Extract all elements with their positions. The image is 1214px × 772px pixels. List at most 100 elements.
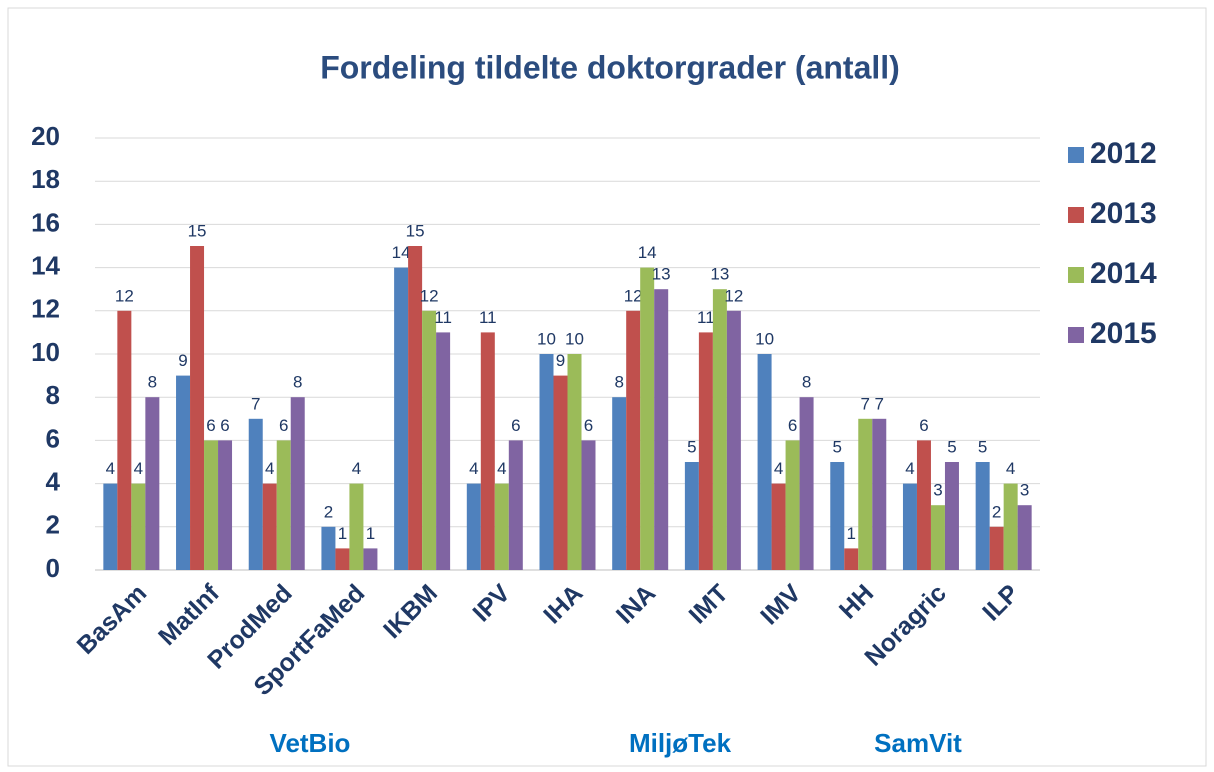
data-label: 13 — [652, 265, 671, 284]
data-label: 12 — [624, 286, 643, 305]
bar — [1003, 483, 1018, 570]
bar — [799, 397, 814, 570]
legend-swatch — [1068, 147, 1084, 163]
data-label: 6 — [584, 416, 593, 435]
group-label: SamVit — [874, 728, 962, 758]
bar — [349, 483, 364, 570]
data-label: 3 — [933, 481, 942, 500]
bar — [553, 375, 568, 570]
bar — [757, 354, 772, 570]
data-label: 4 — [265, 459, 274, 478]
data-label: 6 — [279, 416, 288, 435]
bar — [436, 332, 451, 570]
bar — [190, 246, 205, 570]
bar — [698, 332, 713, 570]
bar — [771, 483, 786, 570]
y-tick-label: 10 — [31, 337, 60, 367]
chart-title: Fordeling tildelte doktorgrader (antall) — [320, 49, 900, 85]
data-label: 4 — [352, 459, 361, 478]
data-label: 8 — [293, 373, 302, 392]
data-label: 8 — [614, 373, 623, 392]
data-label: 6 — [919, 416, 928, 435]
data-label: 5 — [947, 437, 956, 456]
bar — [508, 440, 523, 570]
data-label: 5 — [978, 437, 987, 456]
data-label: 6 — [220, 416, 229, 435]
group-label: MiljøTek — [629, 728, 732, 758]
y-tick-label: 16 — [31, 207, 60, 237]
bar — [654, 289, 669, 570]
legend-swatch — [1068, 207, 1084, 223]
data-label: 11 — [697, 308, 715, 327]
data-label: 11 — [479, 308, 497, 327]
bar — [176, 375, 191, 570]
legend-label: 2015 — [1090, 317, 1157, 350]
data-label: 4 — [774, 459, 783, 478]
data-label: 4 — [469, 459, 478, 478]
y-tick-label: 2 — [46, 510, 60, 540]
legend-label: 2012 — [1090, 137, 1157, 170]
bar — [117, 310, 132, 570]
bar — [944, 462, 959, 570]
y-tick-label: 18 — [31, 164, 60, 194]
data-label: 12 — [115, 286, 134, 305]
data-label: 7 — [861, 394, 870, 413]
legend-label: 2014 — [1090, 257, 1157, 290]
bar — [539, 354, 554, 570]
data-label: 11 — [434, 308, 452, 327]
y-tick-label: 8 — [46, 380, 60, 410]
bar — [204, 440, 219, 570]
bar — [640, 267, 655, 570]
data-label: 5 — [833, 437, 842, 456]
bar — [1017, 505, 1032, 570]
bar — [930, 505, 945, 570]
bar — [785, 440, 800, 570]
data-label: 10 — [537, 329, 556, 348]
data-label: 4 — [497, 459, 506, 478]
legend-label: 2013 — [1090, 197, 1157, 230]
bar — [712, 289, 727, 570]
data-label: 8 — [802, 373, 811, 392]
bar — [612, 397, 627, 570]
y-tick-label: 12 — [31, 294, 60, 324]
data-label: 10 — [755, 329, 774, 348]
data-label: 1 — [847, 524, 856, 543]
bar — [567, 354, 582, 570]
data-label: 4 — [106, 459, 115, 478]
data-label: 10 — [565, 329, 584, 348]
legend-swatch — [1068, 267, 1084, 283]
chart-border — [7, 7, 1207, 767]
bar — [989, 526, 1004, 570]
bar — [844, 548, 859, 570]
data-label: 4 — [1006, 459, 1015, 478]
bar — [131, 483, 146, 570]
bar — [902, 483, 917, 570]
data-label: 15 — [406, 221, 425, 240]
y-tick-label: 14 — [31, 250, 60, 280]
data-label: 2 — [992, 502, 1001, 521]
bar — [480, 332, 495, 570]
data-label: 9 — [178, 351, 187, 370]
bar — [262, 483, 277, 570]
data-label: 8 — [148, 373, 157, 392]
bar — [290, 397, 305, 570]
bar — [276, 440, 291, 570]
data-label: 7 — [251, 394, 260, 413]
bar — [422, 310, 437, 570]
bar — [394, 267, 409, 570]
data-label: 1 — [366, 524, 375, 543]
bar — [684, 462, 699, 570]
bar — [218, 440, 233, 570]
bar — [103, 483, 118, 570]
bar — [248, 418, 263, 570]
data-label: 6 — [788, 416, 797, 435]
bar — [321, 526, 336, 570]
data-label: 2 — [324, 502, 333, 521]
bar — [408, 246, 423, 570]
bar — [363, 548, 378, 570]
data-label: 6 — [511, 416, 520, 435]
data-label: 3 — [1020, 481, 1029, 500]
data-label: 5 — [687, 437, 696, 456]
data-label: 4 — [905, 459, 914, 478]
